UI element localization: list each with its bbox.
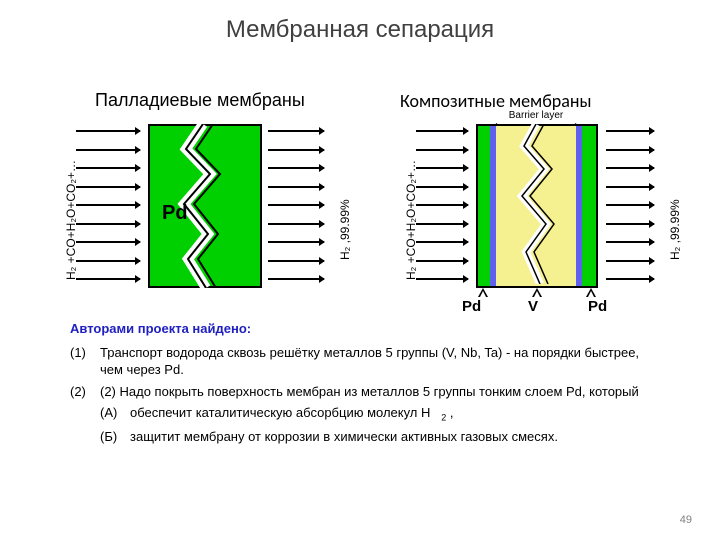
- findings-intro: Авторами проекта найдено:: [70, 320, 650, 338]
- flow-arrow: [76, 130, 140, 132]
- flow-arrow: [606, 204, 654, 206]
- flow-arrow: [76, 204, 140, 206]
- flow-arrow: [268, 278, 324, 280]
- flow-arrow: [268, 241, 324, 243]
- sub-text: обеспечит каталитическую абсорбцию молек…: [130, 404, 650, 424]
- arrow-pd-right: [586, 288, 596, 297]
- flow-arrow: [416, 167, 468, 169]
- pd-label: Pd: [162, 202, 188, 225]
- layer-pd-right: [582, 124, 598, 288]
- flow-arrow: [606, 149, 654, 151]
- sub-num: (Б): [100, 428, 130, 446]
- right-output-label: H₂ ,99.99%: [668, 199, 682, 260]
- flow-arrow: [606, 167, 654, 169]
- left-diagram: H₂ +CO+H₂O+CO₂+… Pd H₂ ,99.99%: [60, 130, 340, 280]
- arrow-pd-left: [478, 288, 488, 297]
- findings-item-2: (2) (2) Надо покрыть поверхность мембран…: [70, 383, 650, 401]
- flow-arrow: [416, 223, 468, 225]
- flow-arrow: [268, 167, 324, 169]
- findings-sub-b: (Б) защитит мембрану от коррозии в химич…: [100, 428, 650, 446]
- sub-text-main: обеспечит каталитическую абсорбцию молек…: [130, 405, 430, 420]
- barrier-label: Barrier layer: [509, 110, 563, 121]
- flow-arrow: [416, 260, 468, 262]
- left-output-label: H₂ ,99.99%: [338, 199, 352, 260]
- flow-arrow: [416, 130, 468, 132]
- flow-arrow: [268, 260, 324, 262]
- flow-arrow: [76, 278, 140, 280]
- flow-arrow: [606, 223, 654, 225]
- arrow-v: [532, 288, 542, 297]
- left-output-arrows: [268, 130, 324, 280]
- flow-arrow: [76, 223, 140, 225]
- findings-block: Авторами проекта найдено: (1) Транспорт …: [70, 320, 650, 449]
- item-text: (2) Надо покрыть поверхность мембран из …: [100, 383, 650, 401]
- flow-arrow: [606, 130, 654, 132]
- left-input-arrows: [76, 130, 140, 280]
- flow-arrow: [76, 241, 140, 243]
- sub-v: V: [528, 298, 538, 315]
- flow-arrow: [76, 186, 140, 188]
- sub-pd-left: Pd: [462, 298, 481, 315]
- flow-arrow: [606, 186, 654, 188]
- flow-arrow: [606, 241, 654, 243]
- flow-arrow: [416, 149, 468, 151]
- flow-arrow: [76, 149, 140, 151]
- page-number: 49: [680, 514, 692, 526]
- flow-arrow: [268, 149, 324, 151]
- findings-item-1: (1) Транспорт водорода сквозь решётку ме…: [70, 344, 650, 379]
- composite-membrane: Barrier layer ↘ ↙: [476, 124, 596, 284]
- item-text: Транспорт водорода сквозь решётку металл…: [100, 344, 650, 379]
- sub-num: (А): [100, 404, 130, 424]
- v-crack: [496, 124, 576, 284]
- right-input-arrows: [416, 130, 468, 280]
- flow-arrow: [416, 186, 468, 188]
- sub-text-tail: ,: [450, 405, 454, 420]
- right-subtitle: Композитные мембраны: [400, 90, 591, 112]
- flow-arrow: [268, 204, 324, 206]
- flow-arrow: [76, 167, 140, 169]
- flow-arrow: [76, 260, 140, 262]
- sub-text: защитит мембрану от коррозии в химически…: [130, 428, 650, 446]
- left-subtitle: Палладиевые мембраны: [95, 90, 305, 111]
- flow-arrow: [268, 186, 324, 188]
- flow-arrow: [416, 241, 468, 243]
- item-num: (2): [70, 383, 100, 401]
- sub-text-subscript: 2: [441, 413, 446, 423]
- sub-pd-right: Pd: [588, 298, 607, 315]
- right-output-arrows: [606, 130, 654, 280]
- flow-arrow: [268, 130, 324, 132]
- flow-arrow: [606, 278, 654, 280]
- flow-arrow: [416, 278, 468, 280]
- item-num: (1): [70, 344, 100, 379]
- findings-sub-a: (А) обеспечит каталитическую абсорбцию м…: [100, 404, 650, 424]
- flow-arrow: [268, 223, 324, 225]
- flow-arrow: [606, 260, 654, 262]
- flow-arrow: [416, 204, 468, 206]
- right-diagram: H₂ +CO+H₂O+CO₂+… Barrier layer ↘ ↙ Pd V …: [400, 130, 680, 280]
- slide-title: Мембранная сепарация: [0, 16, 720, 44]
